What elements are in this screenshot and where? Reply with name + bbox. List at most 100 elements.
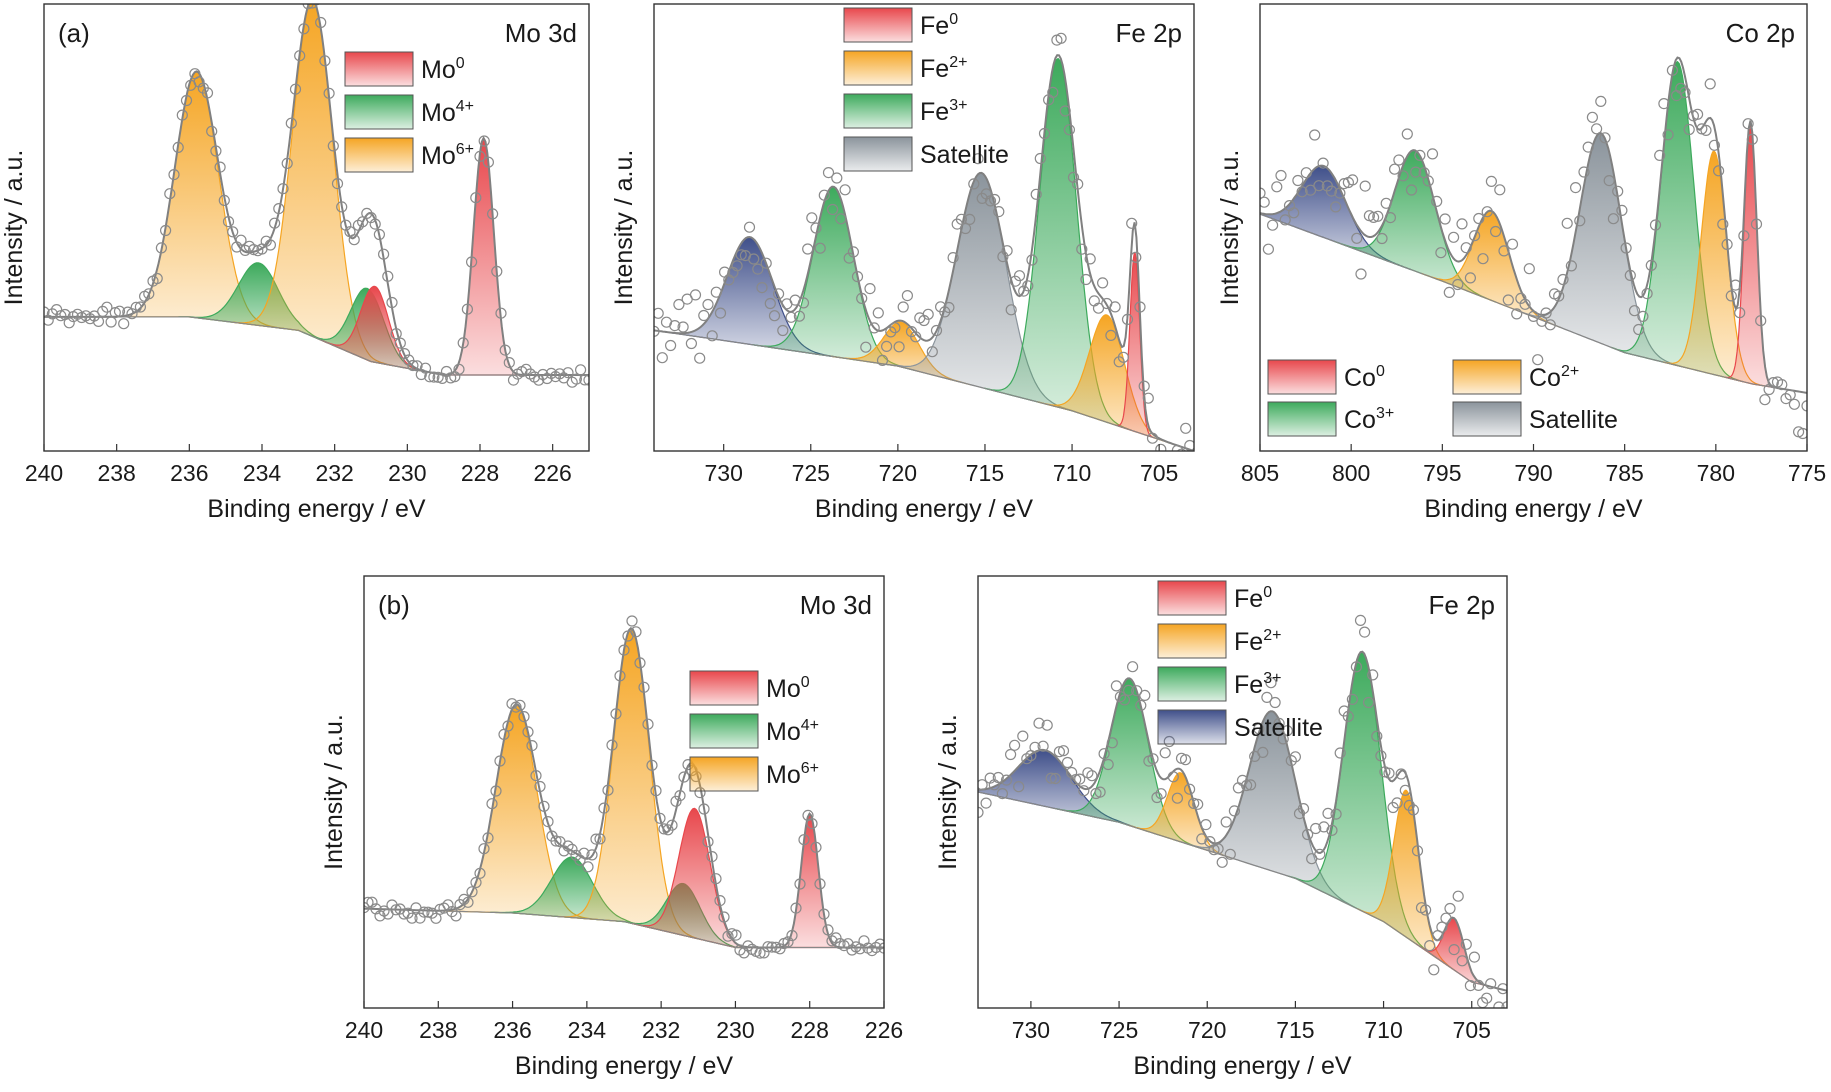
data-point — [1171, 444, 1183, 451]
data-point — [1090, 787, 1102, 800]
legend-label: Mo0 — [766, 674, 810, 703]
x-tick-label: 710 — [1053, 460, 1091, 486]
data-point — [1501, 1001, 1507, 1008]
background-line — [44, 316, 589, 376]
data-point — [794, 878, 806, 890]
data-point — [662, 824, 674, 836]
data-point — [1330, 201, 1342, 213]
data-point — [826, 935, 838, 947]
data-point — [97, 305, 109, 317]
data-point — [602, 784, 614, 796]
legend-swatch — [344, 94, 414, 130]
data-point — [1000, 774, 1013, 786]
data-point — [1342, 176, 1355, 189]
data-point — [1076, 243, 1088, 255]
data-point — [1334, 747, 1346, 759]
data-point — [752, 263, 764, 275]
data-point — [874, 938, 884, 950]
data-point — [1338, 705, 1350, 717]
legend-swatch — [344, 51, 414, 87]
data-point — [512, 368, 524, 380]
data-point — [542, 815, 554, 828]
data-point — [414, 912, 426, 924]
data-point — [1292, 174, 1304, 187]
data-point — [1042, 94, 1055, 106]
data-point — [1498, 245, 1510, 257]
x-axis-title: Binding energy / eV — [815, 495, 1034, 523]
data-point — [1490, 1010, 1500, 1020]
data-point — [1130, 251, 1142, 263]
data-point — [606, 739, 618, 751]
data-point — [880, 340, 893, 352]
data-point — [718, 266, 731, 278]
axes-frame — [363, 575, 885, 1009]
data-point — [1078, 785, 1090, 797]
data-point — [1037, 740, 1049, 752]
data-point — [1143, 755, 1155, 767]
data-point — [1309, 129, 1321, 141]
data-point — [1138, 380, 1150, 392]
data-point — [537, 368, 549, 381]
data-point — [155, 242, 167, 254]
data-point — [1616, 204, 1628, 216]
data-point — [770, 941, 782, 953]
data-point — [806, 212, 818, 224]
data-point — [243, 240, 255, 252]
data-point — [498, 728, 510, 741]
data-point — [1443, 286, 1455, 298]
data-point — [1084, 253, 1096, 265]
data-point — [294, 50, 306, 62]
data-point — [486, 798, 498, 810]
data-point — [1755, 315, 1767, 327]
data-point — [285, 117, 297, 129]
data-point — [331, 178, 344, 190]
data-point — [654, 325, 660, 337]
panel-title: Co 2p — [1726, 18, 1795, 48]
data-point — [478, 135, 490, 147]
data-point — [1750, 218, 1763, 230]
data-point — [189, 68, 201, 80]
x-tick-label: 715 — [1276, 1017, 1314, 1043]
data-point — [541, 372, 553, 385]
data-point — [1687, 110, 1700, 122]
legend-swatch — [689, 713, 759, 749]
data-point — [1536, 315, 1548, 327]
data-point — [1061, 756, 1074, 769]
data-point — [781, 298, 793, 310]
x-tick-label: 790 — [1514, 460, 1552, 486]
data-point — [1447, 231, 1460, 243]
data-point — [1590, 123, 1603, 135]
data-point — [1330, 808, 1342, 820]
data-point — [876, 354, 889, 366]
data-point — [482, 832, 494, 844]
data-point — [1582, 141, 1594, 153]
data-point — [1080, 273, 1092, 286]
data-point — [1473, 212, 1485, 225]
data-point — [766, 941, 778, 953]
data-point — [947, 252, 959, 264]
data-point — [1253, 723, 1265, 735]
axes-frame — [43, 3, 590, 452]
data-point — [1717, 218, 1729, 230]
y-axis-title: Intensity / a.u. — [0, 150, 28, 306]
axes-frame — [977, 575, 1508, 1009]
data-point — [1771, 376, 1784, 388]
data-point — [718, 911, 730, 923]
data-point — [428, 371, 440, 383]
data-point — [1005, 304, 1017, 316]
data-point — [554, 836, 566, 848]
data-point — [538, 800, 550, 812]
data-point — [1318, 821, 1330, 833]
data-point — [1260, 187, 1266, 199]
data-point — [1167, 771, 1179, 783]
data-point — [495, 307, 507, 319]
data-point — [822, 924, 834, 936]
data-point — [1380, 197, 1392, 209]
data-point — [382, 270, 394, 282]
data-point — [1399, 784, 1411, 796]
data-point — [889, 322, 901, 334]
data-point — [176, 109, 188, 121]
data-point — [210, 145, 222, 157]
x-tick-label: 240 — [345, 1017, 383, 1043]
panel-a-co-2p: 805 800 795 790 785 780 775 Binding energy / eV… — [1216, 3, 1826, 523]
